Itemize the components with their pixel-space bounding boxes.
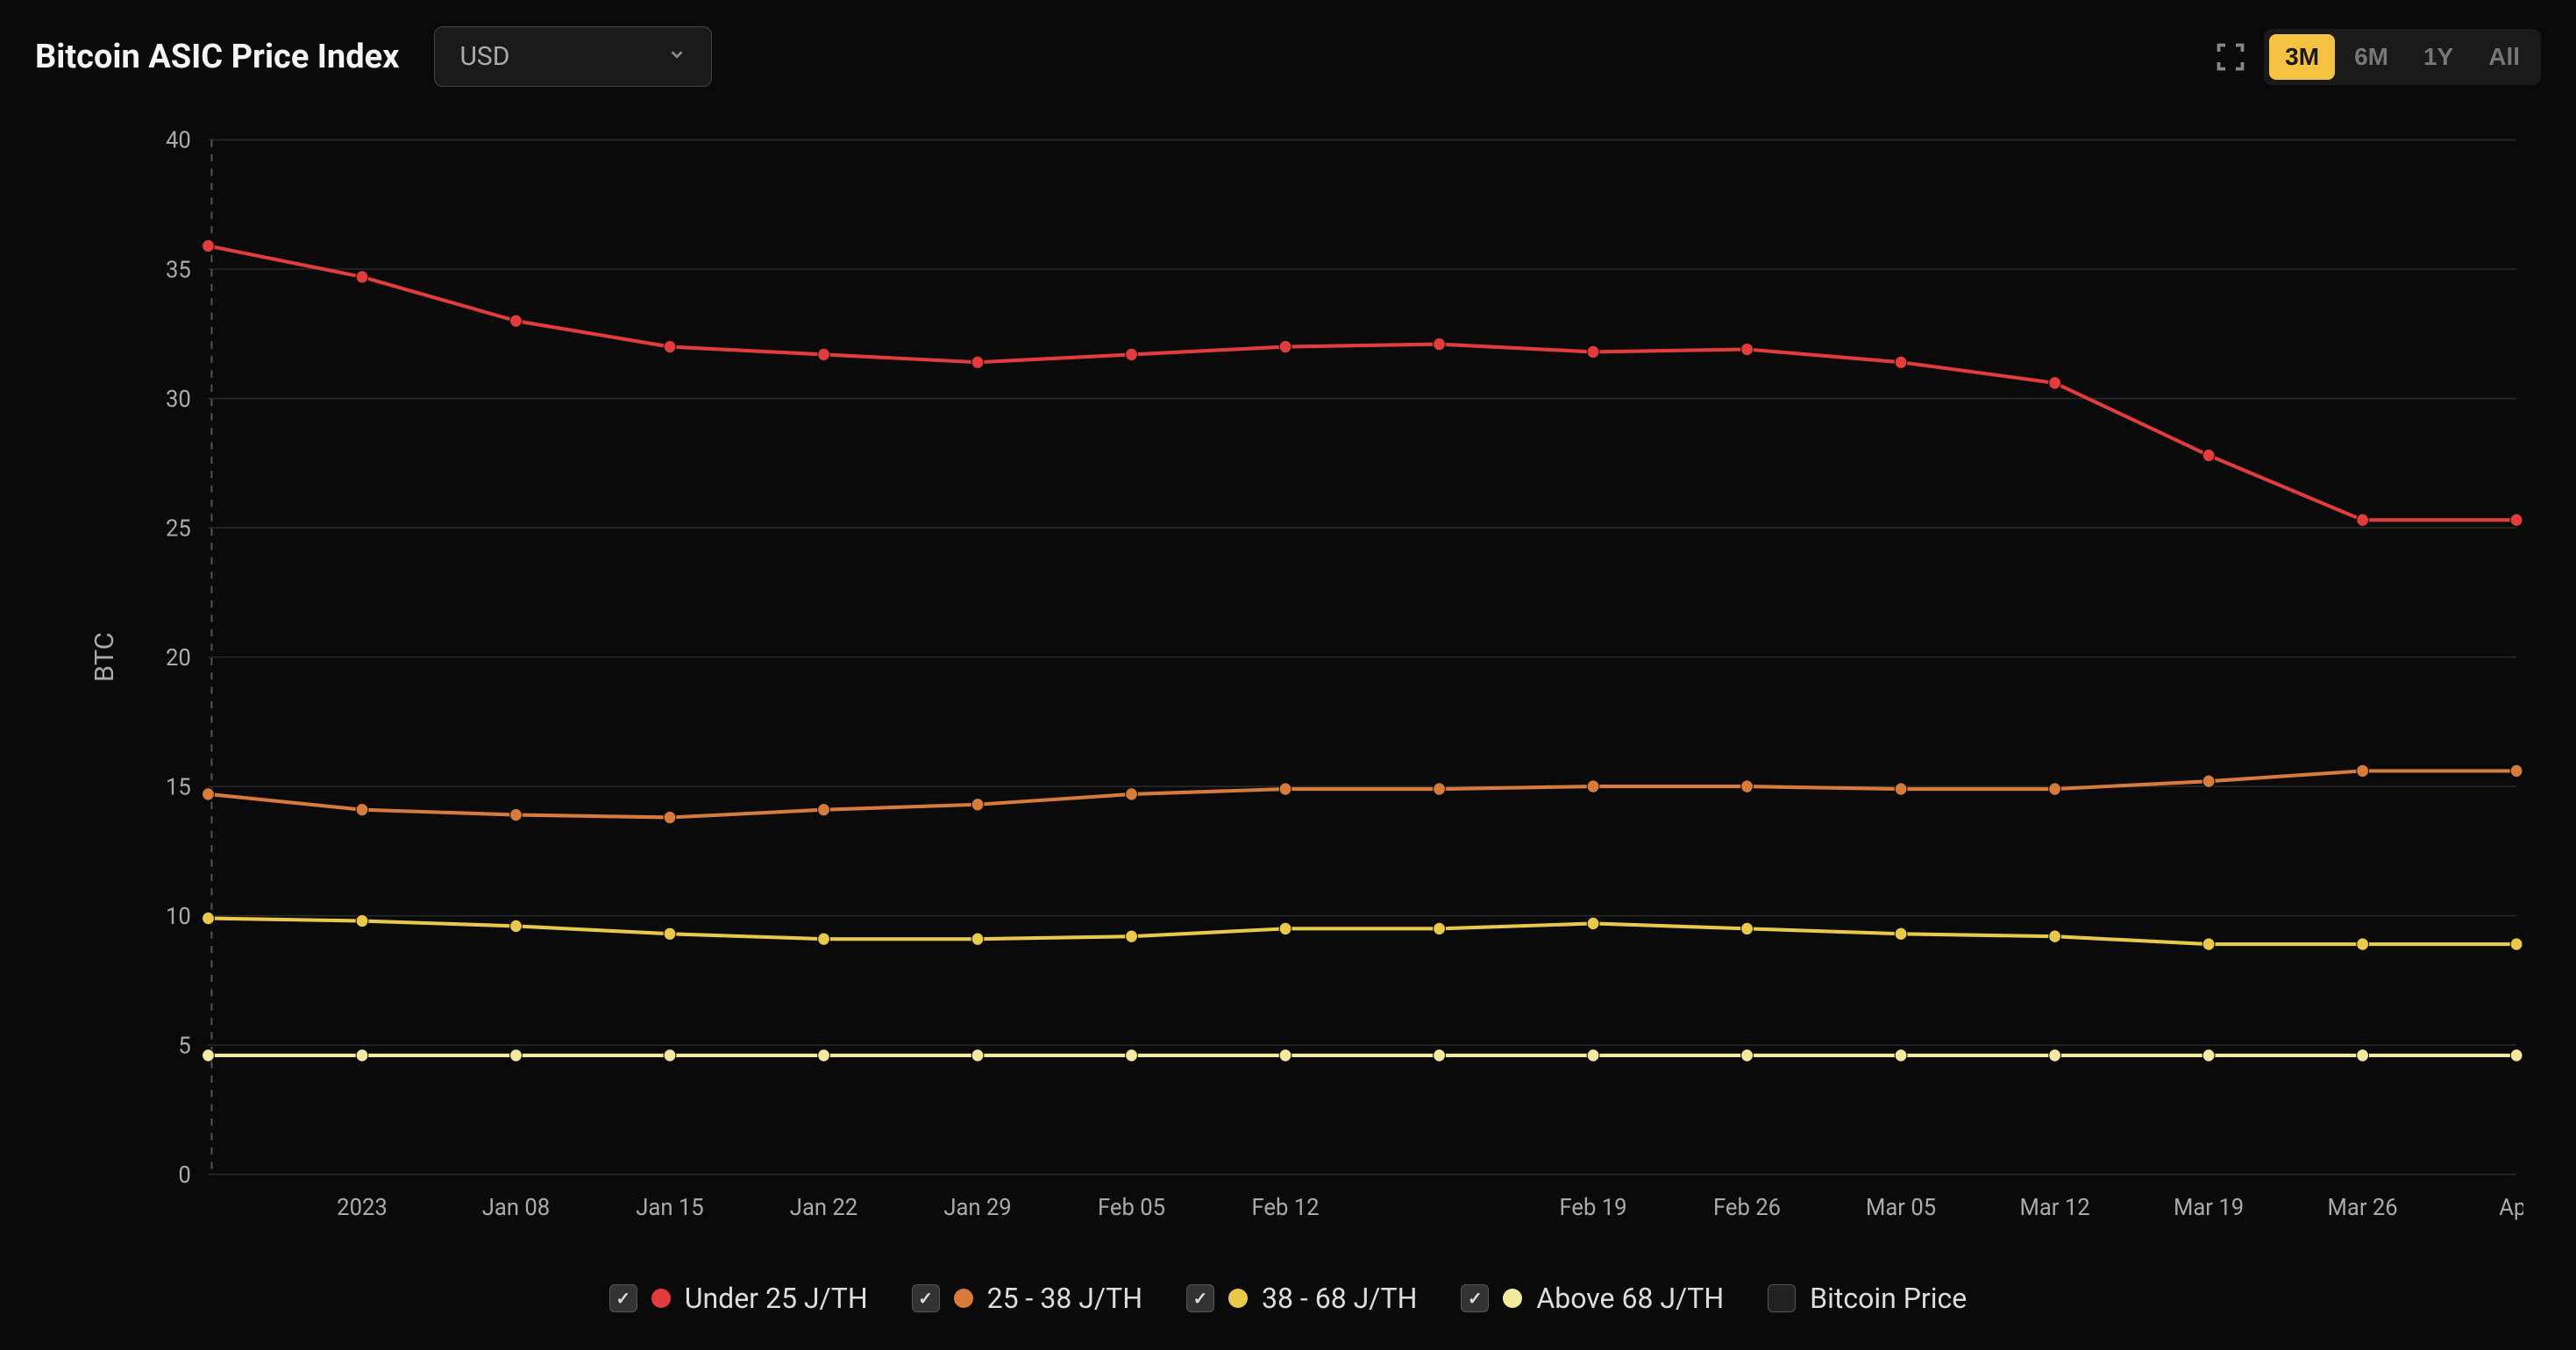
svg-text:30: 30 xyxy=(166,386,191,413)
svg-text:Mar 12: Mar 12 xyxy=(2019,1194,2089,1221)
chart-header: Bitcoin ASIC Price Index USD 3M6M1YAll xyxy=(18,26,2558,104)
line-chart: 0 5 10 15 20 25 30 35 40 2023 Jan 08 Jan 15 Jan 22 Ja… xyxy=(53,122,2523,1255)
range-btn-1y[interactable]: 1Y xyxy=(2408,34,2469,80)
range-btn-all[interactable]: All xyxy=(2473,34,2536,80)
svg-text:5: 5 xyxy=(178,1033,190,1060)
legend-checkbox[interactable]: ✓ xyxy=(1186,1284,1214,1312)
legend-checkbox[interactable]: ✓ xyxy=(1768,1284,1796,1312)
currency-selected-label: USD xyxy=(459,41,509,72)
currency-select[interactable]: USD xyxy=(434,26,712,87)
chart-legend: ✓ Under 25 J/TH ✓ 25 - 38 J/TH ✓ 38 - 68 J/TH… xyxy=(18,1255,2558,1332)
legend-item[interactable]: ✓ Under 25 J/TH xyxy=(609,1282,868,1315)
svg-text:10: 10 xyxy=(166,903,191,930)
svg-text:BTC: BTC xyxy=(90,632,120,682)
legend-item[interactable]: ✓ Above 68 J/TH xyxy=(1461,1282,1724,1315)
svg-text:35: 35 xyxy=(166,257,191,284)
svg-text:Mar 26: Mar 26 xyxy=(2328,1194,2398,1221)
legend-dot-icon xyxy=(651,1289,671,1308)
legend-item[interactable]: ✓ 25 - 38 J/TH xyxy=(912,1282,1142,1315)
svg-text:Feb 05: Feb 05 xyxy=(1098,1194,1165,1221)
header-right: 3M6M1YAll xyxy=(2215,29,2541,85)
legend-label: 38 - 68 J/TH xyxy=(1262,1282,1417,1315)
legend-label: Under 25 J/TH xyxy=(685,1282,868,1315)
fullscreen-icon[interactable] xyxy=(2215,41,2246,73)
svg-text:Jan 08: Jan 08 xyxy=(482,1194,550,1221)
svg-text:Apr: Apr xyxy=(2499,1194,2523,1221)
legend-checkbox[interactable]: ✓ xyxy=(609,1284,637,1312)
svg-text:Jan 29: Jan 29 xyxy=(943,1194,1011,1221)
svg-text:0: 0 xyxy=(178,1162,190,1189)
legend-label: 25 - 38 J/TH xyxy=(987,1282,1142,1315)
svg-text:Jan 22: Jan 22 xyxy=(790,1194,857,1221)
chart-title: Bitcoin ASIC Price Index xyxy=(35,38,399,76)
legend-dot-icon xyxy=(1503,1289,1522,1308)
legend-dot-icon xyxy=(1228,1289,1248,1308)
header-left: Bitcoin ASIC Price Index USD xyxy=(35,26,712,87)
range-btn-6m[interactable]: 6M xyxy=(2338,34,2404,80)
range-btn-3m[interactable]: 3M xyxy=(2269,34,2335,80)
legend-checkbox[interactable]: ✓ xyxy=(912,1284,940,1312)
chevron-down-icon xyxy=(667,45,687,69)
svg-text:25: 25 xyxy=(166,515,191,543)
legend-dot-icon xyxy=(954,1289,973,1308)
chart-area: 0 5 10 15 20 25 30 35 40 2023 Jan 08 Jan 15 Jan 22 Ja… xyxy=(18,104,2558,1255)
legend-checkbox[interactable]: ✓ xyxy=(1461,1284,1489,1312)
svg-text:20: 20 xyxy=(166,644,191,671)
svg-text:2023: 2023 xyxy=(337,1194,388,1221)
svg-text:Jan 15: Jan 15 xyxy=(636,1194,703,1221)
legend-item[interactable]: ✓ 38 - 68 J/TH xyxy=(1186,1282,1417,1315)
svg-text:Mar 19: Mar 19 xyxy=(2174,1194,2244,1221)
legend-label: Above 68 J/TH xyxy=(1536,1282,1724,1315)
time-range-group: 3M6M1YAll xyxy=(2264,29,2541,85)
svg-text:Feb 26: Feb 26 xyxy=(1713,1194,1781,1221)
svg-text:Feb 19: Feb 19 xyxy=(1560,1194,1627,1221)
svg-text:40: 40 xyxy=(166,127,191,154)
legend-label: Bitcoin Price xyxy=(1810,1282,1967,1315)
svg-text:Mar 05: Mar 05 xyxy=(1866,1194,1936,1221)
svg-text:15: 15 xyxy=(166,774,191,801)
legend-item[interactable]: ✓ Bitcoin Price xyxy=(1768,1282,1967,1315)
svg-text:Feb 12: Feb 12 xyxy=(1252,1194,1320,1221)
